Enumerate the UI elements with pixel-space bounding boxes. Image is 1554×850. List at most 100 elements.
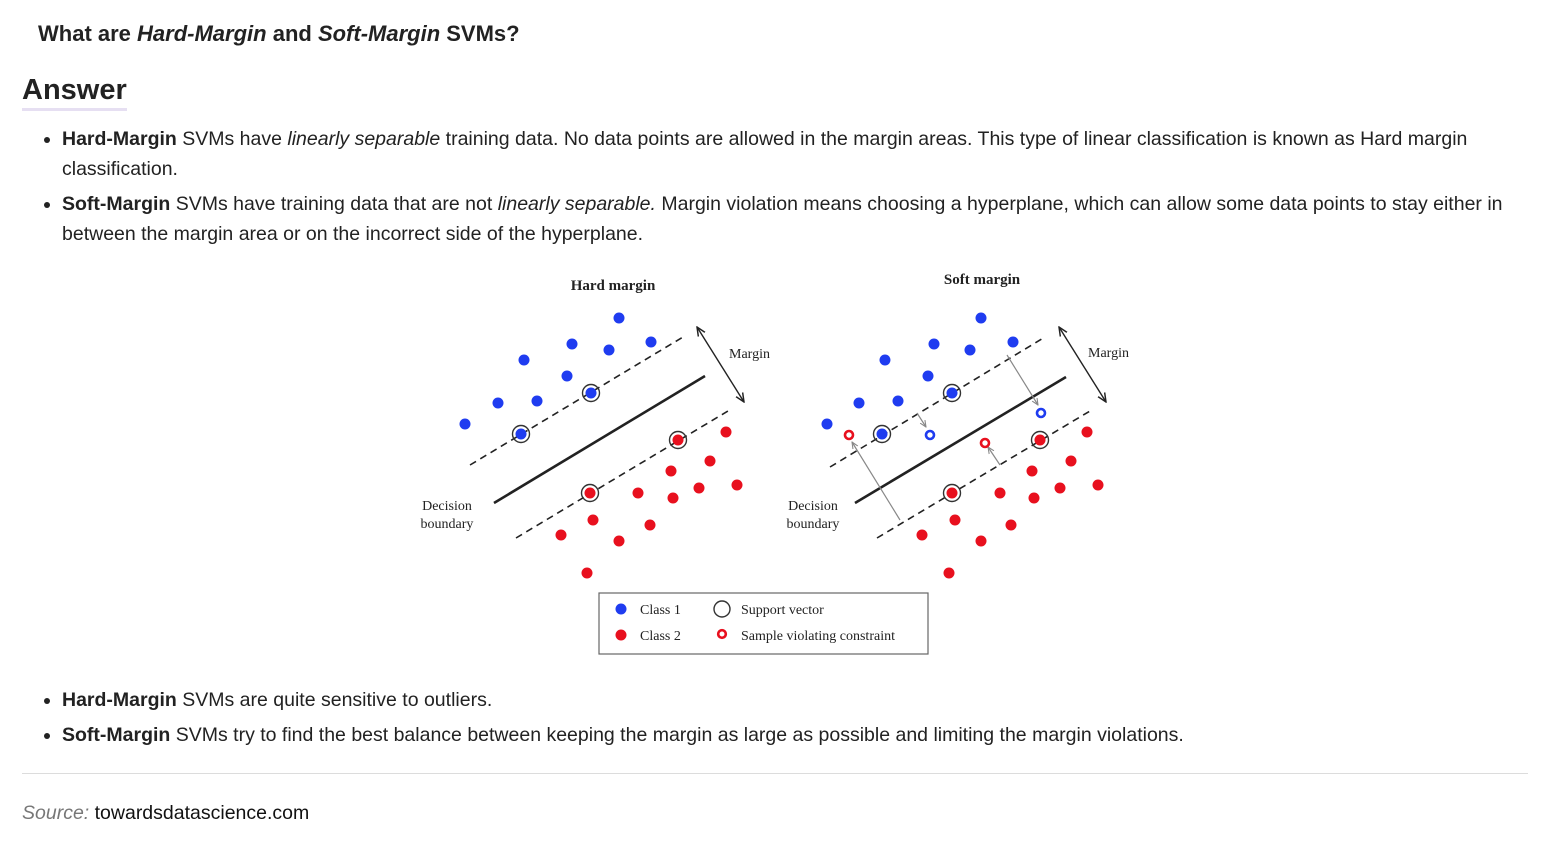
point-soft-margin: Soft-Margin SVMs have training data that… — [62, 189, 1542, 249]
class1-support-point — [946, 387, 958, 399]
violating-class2-sample — [843, 429, 855, 441]
class1-point — [459, 418, 471, 430]
svm-margin-figure: Hard margin Soft margin Margin Decision … — [400, 262, 1160, 662]
soft-class2-points — [916, 426, 1104, 579]
class2-point — [949, 514, 961, 526]
point-text: SVMs try to find the best balance betwee… — [170, 724, 1184, 746]
class1-point — [821, 418, 833, 430]
class1-point — [892, 395, 904, 407]
class2-point — [916, 529, 928, 541]
class2-point — [632, 487, 644, 499]
question-term-soft: Soft-Margin — [317, 21, 441, 46]
margin-arrow — [1059, 327, 1106, 402]
violation-arrow — [916, 412, 926, 427]
support-vector-ring — [872, 424, 892, 444]
soft-support-rings — [872, 383, 1050, 503]
hard-margin-lines — [469, 327, 744, 539]
point-term: Soft-Margin — [62, 724, 171, 746]
question-mid: and — [266, 21, 318, 46]
class2-point — [1065, 455, 1077, 467]
source-site: towardsdatascience.com — [94, 802, 310, 824]
legend-class2-swatch — [615, 629, 627, 641]
question-suffix: SVMs? — [440, 21, 520, 46]
point-term: Hard-Margin — [62, 128, 177, 150]
support-vector-ring — [511, 424, 531, 444]
svm-diagram: Hard margin Soft margin Margin Decision … — [421, 272, 1129, 655]
violating-class1-sample — [924, 429, 936, 441]
class2-point — [994, 487, 1006, 499]
class1-point — [922, 370, 934, 382]
legend-class1-swatch — [615, 603, 627, 615]
soft-margin-label: Margin — [1088, 346, 1129, 361]
legend-class2-label: Class 2 — [640, 629, 681, 644]
hard-margin-title: Hard margin — [571, 278, 656, 294]
hard-margin-label: Margin — [729, 347, 770, 362]
soft-violating-samples — [843, 407, 1047, 449]
point-emphasis: linearly separable — [287, 128, 441, 150]
class2-point — [1026, 465, 1038, 477]
violating-class2-sample — [979, 437, 991, 449]
hard-decision-label-1: Decision — [422, 499, 472, 514]
point-text: SVMs have — [176, 128, 288, 150]
point-term: Hard-Margin — [62, 689, 177, 711]
class1-point — [518, 354, 530, 366]
class1-point — [928, 338, 940, 350]
legend-violating-swatch — [716, 628, 728, 640]
class2-point — [1005, 519, 1017, 531]
point-hard-margin-outliers: Hard-Margin SVMs are quite sensitive to … — [62, 685, 1542, 715]
class2-point — [1092, 479, 1104, 491]
class1-point — [853, 397, 865, 409]
class1-point — [492, 397, 504, 409]
class1-point — [879, 354, 891, 366]
source-label: Source: — [22, 802, 90, 824]
class2-point — [704, 455, 716, 467]
point-emphasis: linearly separable. — [497, 193, 656, 215]
hard-class2-points — [555, 426, 743, 579]
margin-arrow — [697, 327, 744, 402]
point-term: Soft-Margin — [62, 193, 171, 215]
class2-support-point — [1034, 434, 1046, 446]
class1-point — [645, 336, 657, 348]
class1-support-point — [515, 428, 527, 440]
point-hard-margin: Hard-Margin SVMs have linearly separable… — [62, 124, 1542, 184]
support-vector-ring — [668, 430, 688, 450]
question-title: What are Hard-Margin and Soft-Margin SVM… — [38, 20, 520, 48]
class2-point — [1081, 426, 1093, 438]
answer-points-top: Hard-Margin SVMs have linearly separable… — [40, 124, 1542, 254]
class2-point — [975, 535, 987, 547]
point-text: Margin violation means choosing a hyperp… — [62, 193, 1503, 245]
legend-violating-label: Sample violating constraint — [741, 629, 895, 644]
legend-support-vector-swatch — [713, 600, 731, 618]
class1-point — [566, 338, 578, 350]
class2-point — [644, 519, 656, 531]
class1-point — [531, 395, 543, 407]
lower-margin-line — [515, 410, 729, 539]
point-text: SVMs are quite sensitive to outliers. — [176, 689, 493, 711]
class2-point — [1054, 482, 1066, 494]
class2-support-point — [946, 487, 958, 499]
soft-margin-title: Soft margin — [944, 272, 1021, 288]
legend-support-vector-label: Support vector — [741, 603, 824, 618]
class1-support-point — [585, 387, 597, 399]
support-vector-ring — [1030, 430, 1050, 450]
soft-decision-label-1: Decision — [788, 499, 838, 514]
hard-class1-points — [459, 312, 657, 440]
class2-point — [693, 482, 705, 494]
hard-decision-label-2: boundary — [421, 517, 474, 532]
legend-class1-label: Class 1 — [640, 603, 681, 618]
upper-margin-line — [469, 336, 684, 466]
class2-support-point — [672, 434, 684, 446]
support-vector-ring — [580, 483, 600, 503]
class2-support-point — [584, 487, 596, 499]
decision-boundary-line — [854, 375, 1067, 505]
violation-arrow — [988, 447, 1001, 466]
support-vector-ring — [581, 383, 601, 403]
class2-point — [731, 479, 743, 491]
hard-support-rings — [511, 383, 688, 503]
lower-margin-line — [876, 410, 1091, 539]
class2-point — [665, 465, 677, 477]
soft-violation-arrows — [852, 354, 1038, 521]
soft-decision-label-2: boundary — [787, 517, 840, 532]
question-term-hard: Hard-Margin — [137, 21, 267, 46]
answer-heading: Answer — [22, 72, 127, 111]
